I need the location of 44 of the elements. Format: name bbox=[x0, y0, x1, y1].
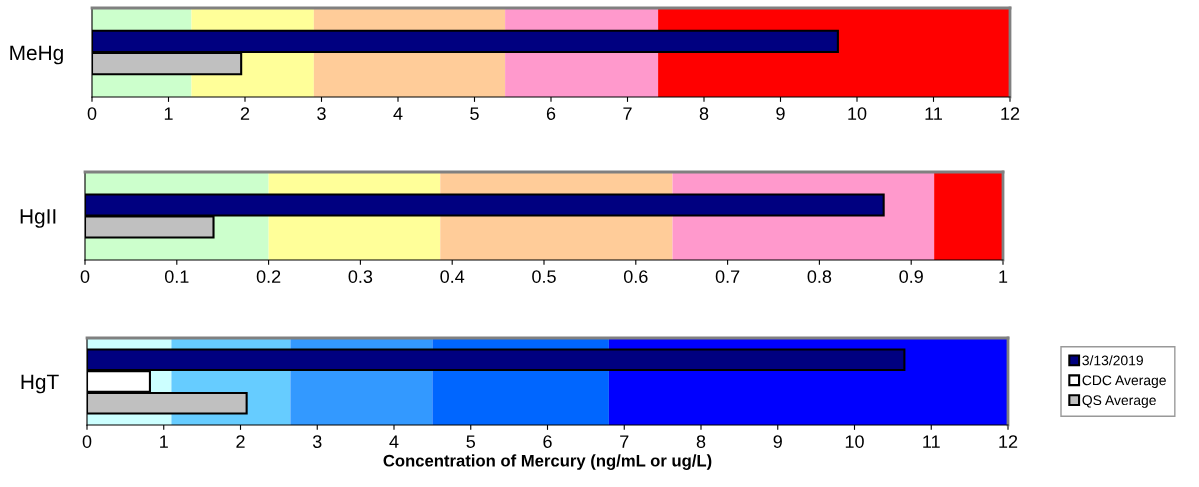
x-tick-label: 0 bbox=[87, 107, 97, 120]
x-tick-label: 9 bbox=[776, 107, 785, 120]
x-tick-label: 6 bbox=[546, 107, 556, 120]
x-tick-label: 5 bbox=[470, 107, 479, 120]
x-tick-label: 1 bbox=[999, 270, 1008, 283]
x-tick-label: 0.1 bbox=[164, 270, 189, 283]
x-axis-title: Concentration of Mercury (ng/mL or ug/L) bbox=[383, 454, 712, 470]
x-tick-label: 12 bbox=[1001, 107, 1020, 120]
x-tick-label: 0.8 bbox=[807, 270, 832, 283]
x-tick-label: 9 bbox=[773, 435, 782, 448]
legend-label: 3/13/2019 bbox=[1082, 355, 1143, 366]
x-tick-label: 1 bbox=[164, 107, 173, 120]
x-tick-label: 6 bbox=[543, 435, 552, 448]
x-tick-label: 4 bbox=[389, 435, 399, 448]
x-tick-label: 0 bbox=[82, 435, 92, 448]
x-tick-label: 10 bbox=[848, 107, 867, 120]
x-tick-label: 0.9 bbox=[899, 270, 923, 283]
x-tick-label: 1 bbox=[160, 435, 168, 448]
legend-label: QS Average bbox=[1082, 395, 1156, 408]
x-tick-label: 0.6 bbox=[623, 270, 648, 283]
x-tick-label: 0.5 bbox=[532, 270, 556, 283]
x-tick-label: 10 bbox=[845, 435, 864, 448]
x-tick-label: 2 bbox=[236, 435, 245, 448]
x-tick-label: 7 bbox=[620, 435, 629, 448]
x-tick-label: 4 bbox=[393, 107, 403, 120]
legend-label: CDC Average bbox=[1082, 375, 1166, 388]
x-tick-label: 11 bbox=[925, 107, 942, 120]
x-tick-label: 11 bbox=[923, 435, 940, 448]
x-tick-label: 3 bbox=[312, 435, 322, 448]
x-tick-label: 7 bbox=[623, 107, 632, 120]
x-tick-label: 0.2 bbox=[256, 270, 281, 283]
y-tick-label: HgII bbox=[20, 209, 56, 228]
x-tick-label: 5 bbox=[466, 435, 476, 448]
x-tick-label: 0.4 bbox=[440, 270, 465, 283]
x-tick-label: 12 bbox=[999, 435, 1018, 448]
x-tick-label: 0.7 bbox=[715, 270, 740, 283]
y-tick-label: MeHg bbox=[10, 45, 63, 65]
x-tick-label: 8 bbox=[699, 107, 709, 120]
x-tick-label: 2 bbox=[240, 107, 250, 120]
x-tick-label: 0 bbox=[80, 270, 90, 283]
x-tick-label: 8 bbox=[696, 435, 706, 448]
x-tick-label: 0.3 bbox=[348, 270, 373, 283]
y-tick-label: HgT bbox=[21, 374, 59, 394]
x-tick-label: 3 bbox=[317, 107, 326, 120]
